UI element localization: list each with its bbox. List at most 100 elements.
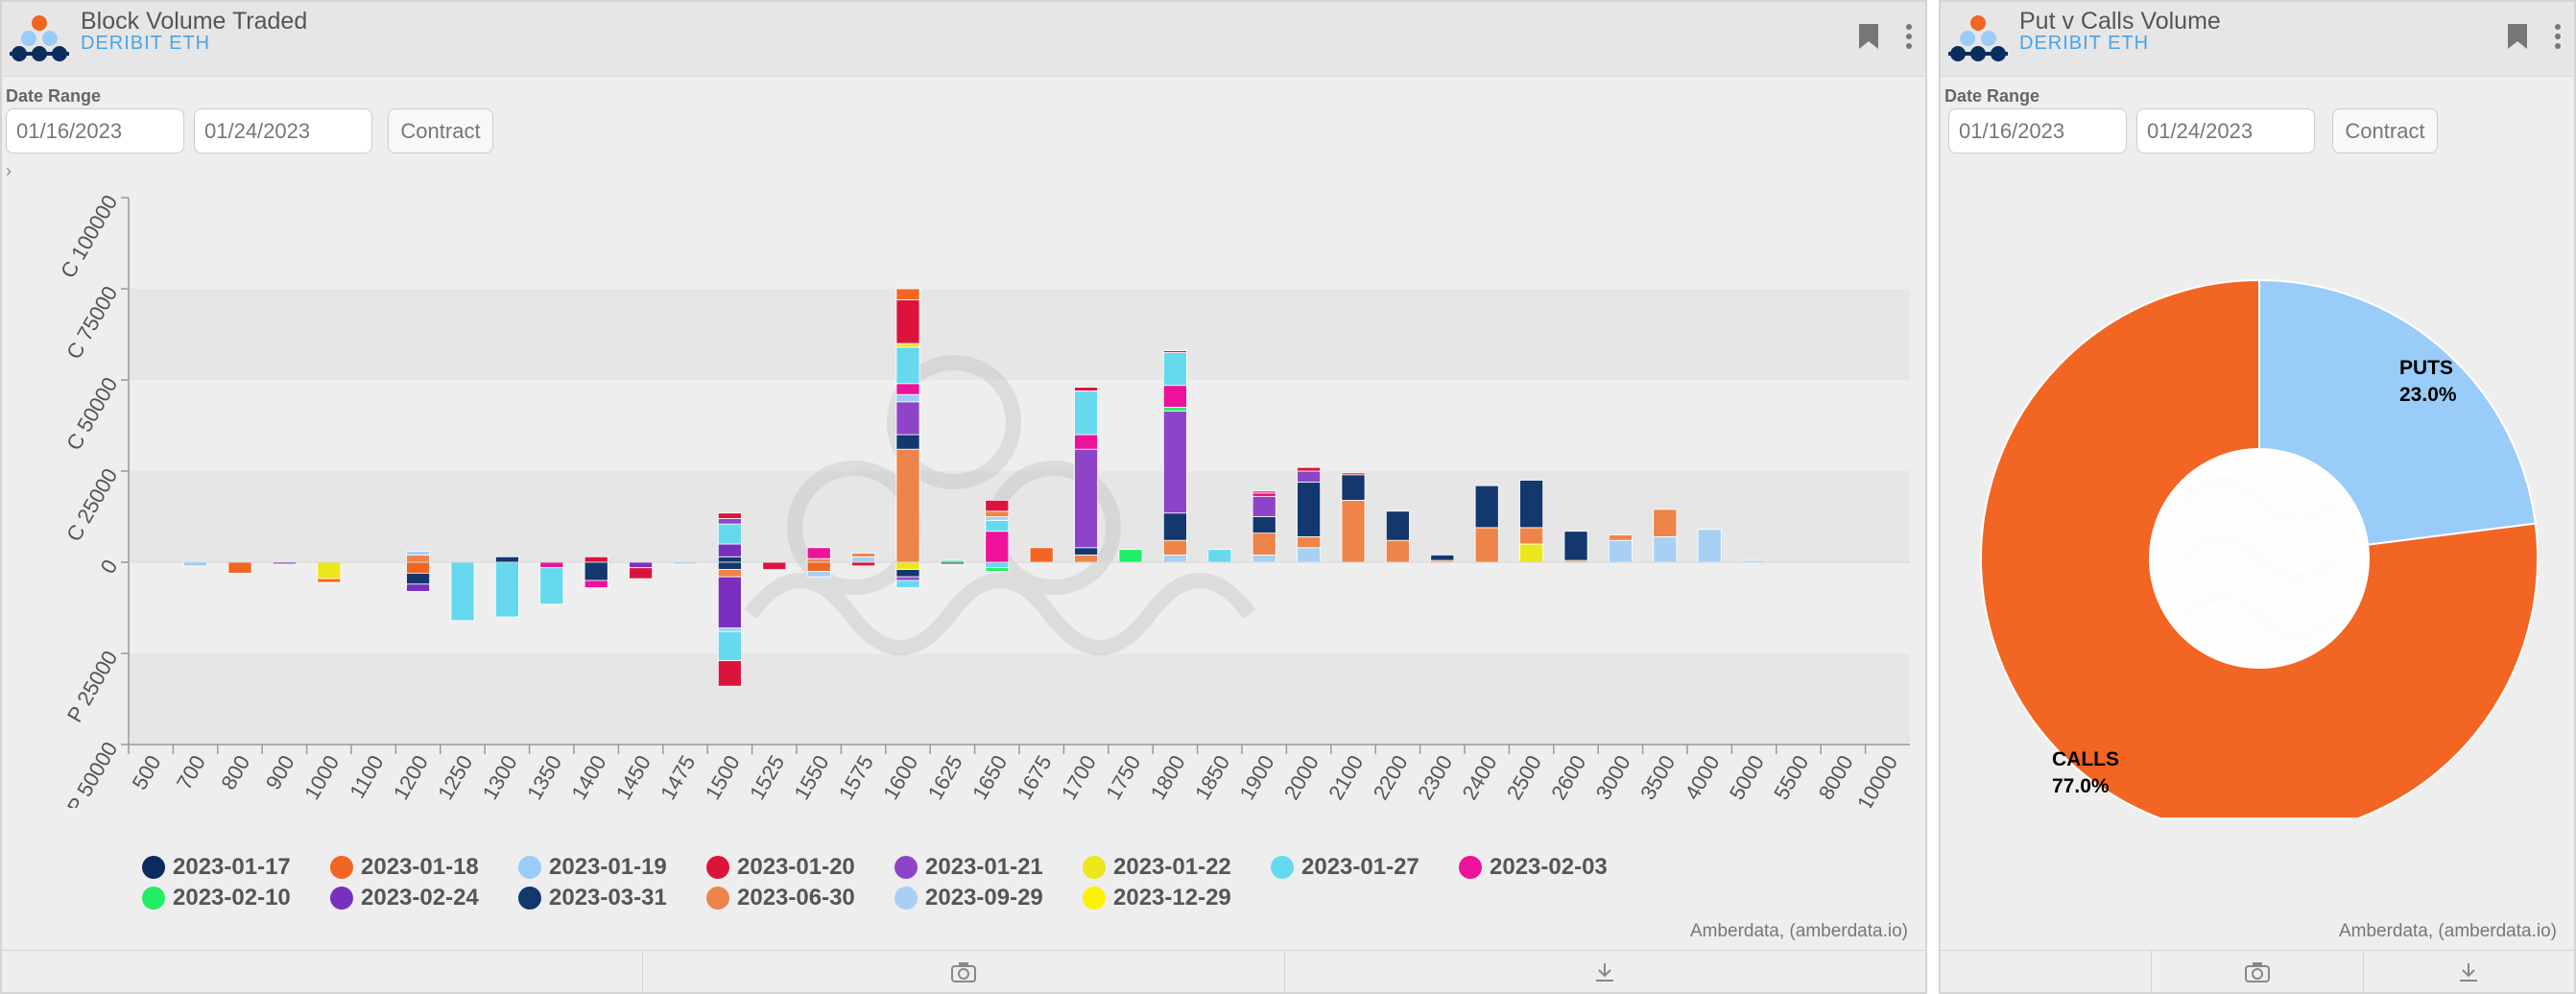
- bar-segment[interactable]: [629, 561, 654, 569]
- bar-segment[interactable]: [1297, 481, 1322, 537]
- bar-segment[interactable]: [806, 547, 831, 559]
- bar-segment[interactable]: [1474, 485, 1499, 529]
- bar-segment[interactable]: [1297, 470, 1322, 483]
- pie-slice-puts[interactable]: [2258, 278, 2537, 546]
- bar-segment[interactable]: [1207, 549, 1232, 563]
- bar-segment[interactable]: [717, 556, 742, 563]
- bar-segment[interactable]: [1341, 499, 1366, 563]
- bar-segment[interactable]: [406, 551, 431, 556]
- bar-segment[interactable]: [1297, 547, 1322, 563]
- bar-segment[interactable]: [717, 517, 742, 525]
- bar-segment[interactable]: [1252, 496, 1276, 517]
- more-vertical-icon[interactable]: [1904, 23, 1914, 50]
- bar-segment[interactable]: [1162, 407, 1187, 412]
- bar-segment[interactable]: [1252, 492, 1276, 497]
- bar-segment[interactable]: [895, 346, 920, 385]
- download-button[interactable]: [1285, 951, 1925, 992]
- bar-segment[interactable]: [895, 288, 920, 300]
- bar-segment[interactable]: [1341, 472, 1366, 476]
- legend-item[interactable]: 2023-09-29: [894, 885, 1083, 911]
- bar-segment[interactable]: [851, 553, 876, 557]
- legend-item[interactable]: 2023-02-24: [330, 885, 518, 911]
- start-date-input[interactable]: [1948, 108, 2127, 154]
- bar-segment[interactable]: [985, 567, 1010, 572]
- legend-item[interactable]: 2023-01-19: [518, 854, 706, 881]
- bar-segment[interactable]: [1162, 539, 1187, 556]
- contract-button[interactable]: Contract: [2332, 108, 2438, 154]
- bar-segment[interactable]: [317, 561, 342, 580]
- more-vertical-icon[interactable]: [2553, 23, 2563, 50]
- bar-segment[interactable]: [717, 523, 742, 545]
- bar-segment[interactable]: [985, 531, 1010, 563]
- bar-segment[interactable]: [1608, 539, 1633, 563]
- bar-segment[interactable]: [717, 512, 742, 519]
- end-date-input[interactable]: [2136, 108, 2315, 154]
- bar-segment[interactable]: [584, 561, 608, 581]
- bar-segment[interactable]: [494, 556, 519, 563]
- bar-segment[interactable]: [1252, 516, 1276, 534]
- bar-segment[interactable]: [1385, 510, 1410, 541]
- bar-segment[interactable]: [629, 567, 654, 580]
- bar-segment[interactable]: [1519, 543, 1544, 563]
- bar-segment[interactable]: [584, 556, 608, 563]
- bar-segment[interactable]: [1297, 535, 1322, 549]
- bar-segment[interactable]: [895, 576, 920, 581]
- bar-segment[interactable]: [851, 561, 876, 567]
- legend-item[interactable]: 2023-01-20: [706, 854, 894, 881]
- legend-item[interactable]: 2023-03-31: [518, 885, 706, 911]
- bar-segment[interactable]: [1385, 539, 1410, 563]
- legend-item[interactable]: 2023-01-17: [142, 854, 330, 881]
- download-button[interactable]: [2364, 951, 2574, 992]
- bookmark-icon[interactable]: [2507, 23, 2528, 50]
- legend-item[interactable]: 2023-01-21: [894, 854, 1083, 881]
- bookmark-icon[interactable]: [1858, 23, 1879, 50]
- bar-segment[interactable]: [806, 561, 831, 572]
- bar-segment[interactable]: [895, 569, 920, 578]
- bar-segment[interactable]: [1519, 527, 1544, 545]
- bar-segment[interactable]: [717, 569, 742, 578]
- bar-segment[interactable]: [1162, 350, 1187, 353]
- bar-segment[interactable]: [406, 572, 431, 585]
- bar-segment[interactable]: [1430, 554, 1455, 561]
- end-date-input[interactable]: [194, 108, 372, 154]
- bar-segment[interactable]: [1074, 554, 1099, 563]
- bar-segment[interactable]: [1074, 390, 1099, 436]
- bar-segment[interactable]: [1162, 554, 1187, 563]
- bar-segment[interactable]: [1252, 554, 1276, 563]
- camera-button[interactable]: [2152, 951, 2364, 992]
- bar-segment[interactable]: [1074, 387, 1099, 391]
- bar-segment[interactable]: [717, 627, 742, 632]
- bar-segment[interactable]: [851, 556, 876, 563]
- bar-segment[interactable]: [717, 561, 742, 570]
- bar-segment[interactable]: [1653, 535, 1678, 563]
- bar-segment[interactable]: [895, 434, 920, 450]
- bar-segment[interactable]: [183, 561, 208, 567]
- bar-segment[interactable]: [1029, 547, 1054, 563]
- bar-segment[interactable]: [895, 298, 920, 344]
- camera-button[interactable]: [643, 951, 1285, 992]
- bar-segment[interactable]: [494, 561, 519, 618]
- bar-segment[interactable]: [1162, 352, 1187, 387]
- bar-segment[interactable]: [806, 571, 831, 578]
- legend-item[interactable]: 2023-01-22: [1083, 854, 1271, 881]
- bar-segment[interactable]: [1252, 532, 1276, 556]
- start-date-input[interactable]: [6, 108, 184, 154]
- bar-segment[interactable]: [717, 576, 742, 628]
- bar-segment[interactable]: [450, 561, 475, 622]
- bar-segment[interactable]: [1162, 512, 1187, 541]
- bar-segment[interactable]: [1162, 410, 1187, 514]
- bar-segment[interactable]: [985, 516, 1010, 521]
- legend-item[interactable]: 2023-12-29: [1083, 885, 1271, 911]
- bar-segment[interactable]: [1474, 527, 1499, 563]
- bar-segment[interactable]: [717, 630, 742, 662]
- bar-segment[interactable]: [985, 499, 1010, 512]
- bar-segment[interactable]: [406, 554, 431, 563]
- bar-segment[interactable]: [406, 561, 431, 574]
- legend-item[interactable]: 2023-02-03: [1459, 854, 1647, 881]
- bar-segment[interactable]: [985, 561, 1010, 569]
- legend-item[interactable]: 2023-02-10: [142, 885, 330, 911]
- bar-segment[interactable]: [895, 343, 920, 348]
- bar-segment[interactable]: [539, 561, 564, 569]
- bar-segment[interactable]: [406, 583, 431, 592]
- bar-segment[interactable]: [1563, 531, 1588, 561]
